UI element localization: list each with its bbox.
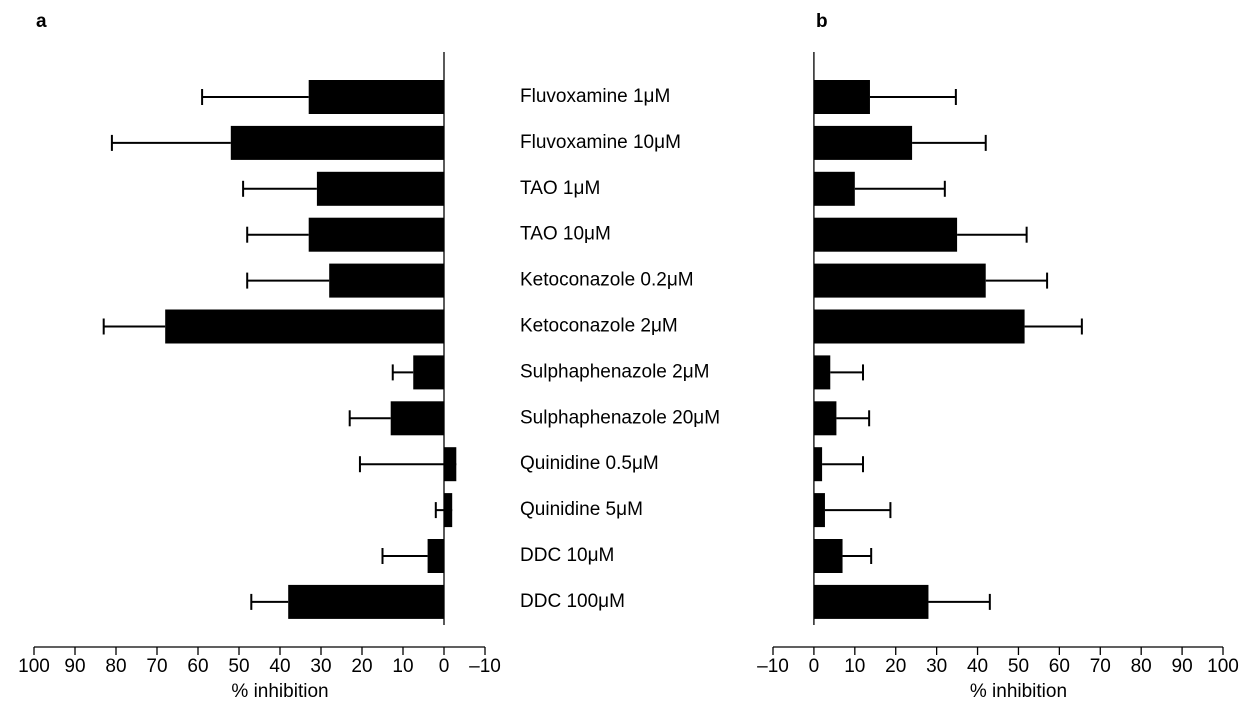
category-label: Sulphaphenazole 20μM [520,407,720,428]
bar [813,217,958,252]
x-tick-label: 0 [809,656,820,677]
error-bar [348,410,391,427]
panel-title: a [36,11,47,32]
bar [413,355,444,390]
bar [308,80,444,114]
error-bar [358,456,457,473]
bar [813,401,837,436]
category-label: Ketoconazole 2μM [520,316,678,337]
x-tick-label: 60 [187,656,208,677]
error-bar [242,180,317,197]
panel-title: b [816,11,828,32]
error-bar [824,502,892,519]
x-tick-label: 10 [392,656,413,677]
error-bar [928,593,991,610]
error-bar [822,456,864,473]
bar [813,447,823,482]
x-tick-label: 90 [64,656,85,677]
error-bar [1024,318,1083,335]
error-bar [869,89,957,105]
category-label: DDC 10μM [520,545,614,566]
category-label: Quinidine 0.5μM [520,453,659,474]
error-bar [912,134,987,151]
bar [813,493,825,528]
error-bar [246,272,330,289]
bar [165,309,444,344]
x-tick-label: 0 [439,656,450,677]
x-tick-label: 70 [1090,656,1111,677]
error-bar [250,593,289,610]
error-bar [110,134,231,151]
error-bar [246,226,309,243]
x-tick-label: –10 [469,656,501,677]
bar [813,80,870,114]
bar [316,171,444,206]
error-bar [381,548,428,564]
bar [813,125,913,160]
error-bar [201,89,309,105]
x-tick-label: 90 [1172,656,1193,677]
error-bar [957,226,1028,243]
error-bar [842,548,873,564]
error-bar [854,180,946,197]
category-label: DDC 100μM [520,591,625,612]
x-tick-label: 100 [18,656,50,677]
category-label: Quinidine 5μM [520,499,643,520]
x-tick-label: 40 [967,656,988,677]
category-label: Ketoconazole 0.2μM [520,270,694,291]
category-label: TAO 1μM [520,178,600,199]
error-bar [830,364,864,381]
bar [813,584,929,619]
x-tick-label: 80 [105,656,126,677]
bar [390,401,444,436]
x-tick-label: 30 [310,656,331,677]
x-tick-label: 100 [1207,656,1239,677]
bar [813,355,831,390]
bar [288,584,444,619]
bar [230,125,444,160]
category-label: Fluvoxamine 1μM [520,86,670,107]
error-bar [434,502,453,519]
bar [427,539,444,573]
category-label: Fluvoxamine 10μM [520,132,681,153]
bar [308,217,444,252]
x-axis-label: % inhibition [231,681,328,702]
error-bar [391,364,414,381]
x-tick-label: 20 [351,656,372,677]
x-tick-label: 30 [926,656,947,677]
bar [813,309,1025,344]
x-tick-label: 50 [228,656,249,677]
bar [813,263,986,298]
x-tick-label: 70 [146,656,167,677]
x-axis-label: % inhibition [970,681,1067,702]
error-bar [985,272,1049,289]
bar [329,263,444,298]
category-label: TAO 10μM [520,224,611,245]
x-tick-label: 10 [844,656,865,677]
error-bar [102,318,166,335]
x-tick-label: 50 [1008,656,1029,677]
x-tick-label: 20 [885,656,906,677]
x-tick-label: 80 [1131,656,1152,677]
x-tick-label: 60 [1049,656,1070,677]
category-label: Sulphaphenazole 2μM [520,361,709,382]
bar [813,171,855,206]
bar [813,539,843,573]
error-bar [836,410,871,427]
x-tick-label: –10 [757,656,789,677]
x-tick-label: 40 [269,656,290,677]
